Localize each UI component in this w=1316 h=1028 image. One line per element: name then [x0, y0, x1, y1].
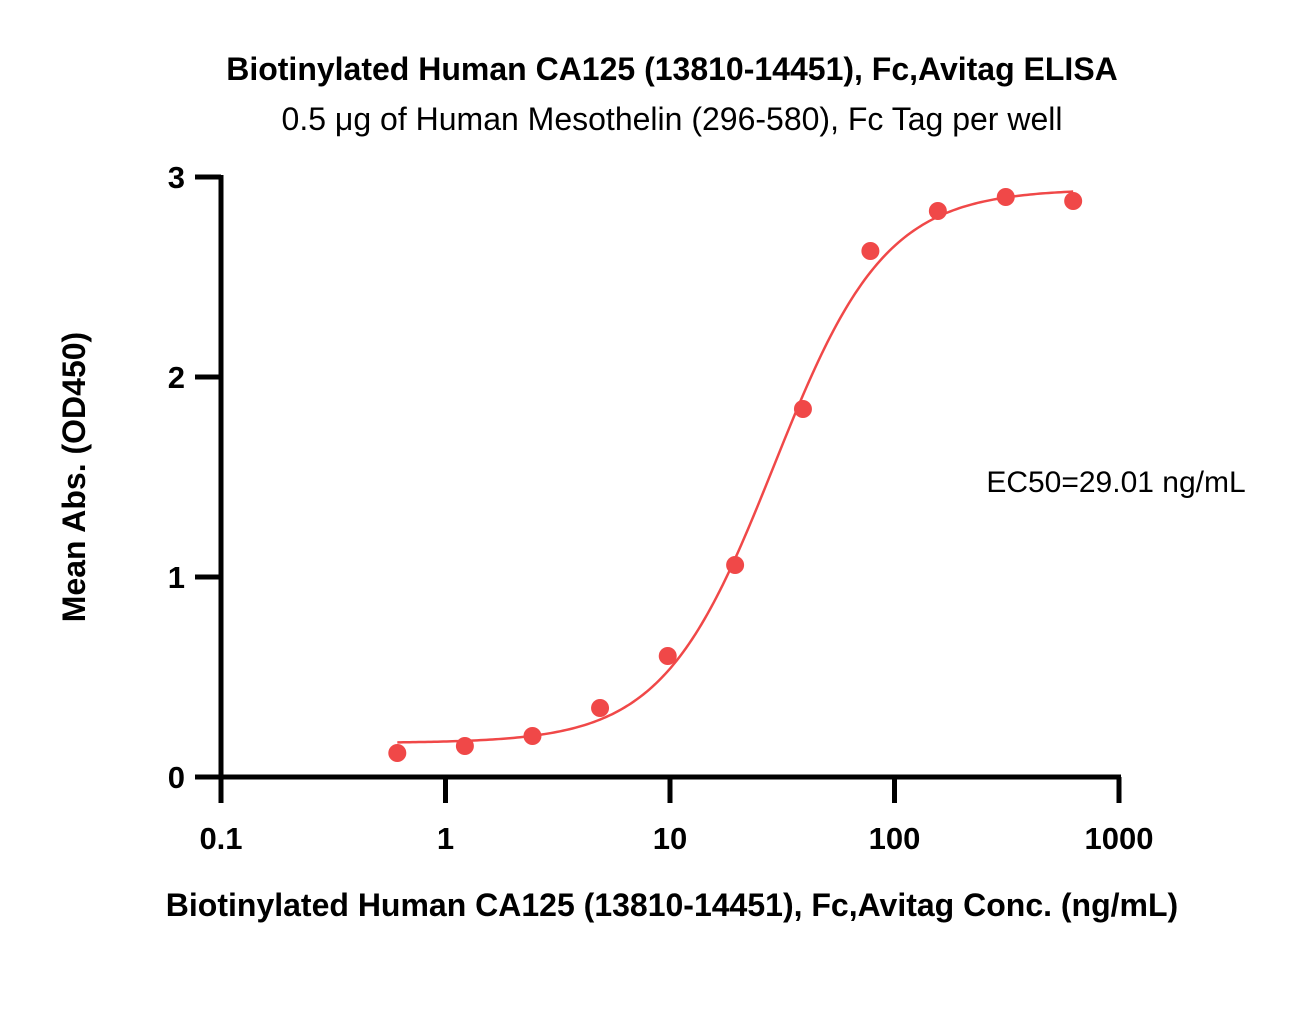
- data-point: [523, 727, 542, 745]
- y-tick-label: 3: [168, 160, 185, 195]
- data-point: [658, 647, 677, 665]
- ec50-annotation: EC50=29.01 ng/mL: [986, 466, 1245, 499]
- fit-curve-layer: [397, 190, 1074, 744]
- data-point: [591, 699, 610, 717]
- data-point: [1064, 192, 1083, 210]
- data-point: [928, 202, 947, 220]
- chart-subtitle: 0.5 μg of Human Mesothelin (296-580), Fc…: [282, 101, 1063, 137]
- data-points: [388, 188, 1083, 762]
- y-axis-label: Mean Abs. (OD450): [56, 332, 92, 622]
- data-point: [726, 556, 745, 574]
- chart-title: Biotinylated Human CA125 (13810-14451), …: [226, 51, 1118, 87]
- x-tick-label: 1000: [1085, 821, 1154, 856]
- x-tick-label: 10: [653, 821, 687, 856]
- data-point: [861, 242, 880, 260]
- x-tick-label: 0.1: [199, 821, 242, 856]
- y-tick-label: 2: [168, 360, 185, 395]
- data-point: [388, 744, 407, 762]
- x-tick-label: 1: [437, 821, 454, 856]
- x-tick-label: 100: [869, 821, 921, 856]
- axes: 0 1 2 3 0.1 1 10 100 1000: [168, 160, 1154, 856]
- x-axis-label: Biotinylated Human CA125 (13810-14451), …: [166, 887, 1178, 923]
- data-point: [793, 400, 812, 418]
- data-point: [455, 737, 474, 755]
- y-tick-label: 0: [168, 760, 185, 795]
- fit-curve: [397, 190, 1074, 744]
- data-point: [996, 188, 1015, 206]
- y-tick-label: 1: [168, 560, 185, 595]
